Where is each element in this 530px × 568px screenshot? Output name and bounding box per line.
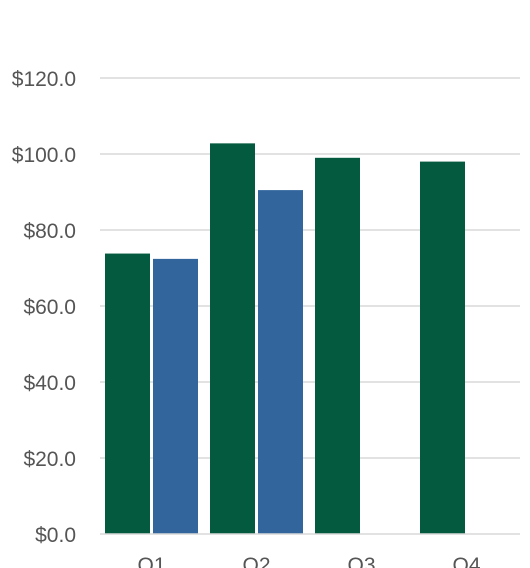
y-tick-label: $120.0 xyxy=(12,68,76,91)
bars xyxy=(105,143,465,535)
y-tick-label: $0.0 xyxy=(35,524,76,547)
y-axis: $0.0 $20.0 $40.0 $60.0 $80.0 $100.0 $120.0 xyxy=(12,68,76,547)
x-category-label: Q4 xyxy=(452,554,480,568)
x-category-label: Q3 xyxy=(347,554,375,568)
y-tick-label: $100.0 xyxy=(12,144,76,167)
bar-q4-series-1 xyxy=(420,161,465,534)
bar-q3-series-1 xyxy=(315,157,360,535)
bar-q1-series-2 xyxy=(153,258,198,534)
y-tick-label: $20.0 xyxy=(23,448,76,471)
y-tick-label: $80.0 xyxy=(23,220,76,243)
x-axis: Q1 Q2 Q3 Q4 xyxy=(100,533,520,568)
y-tick-label: $40.0 xyxy=(23,372,76,395)
x-category-label: Q2 xyxy=(242,554,270,568)
bar-q1-series-1 xyxy=(105,253,150,534)
bar-q2-series-1 xyxy=(210,143,255,535)
y-tick-label: $60.0 xyxy=(23,296,76,319)
bar-q2-series-2 xyxy=(258,190,303,534)
x-category-label: Q1 xyxy=(137,554,165,568)
